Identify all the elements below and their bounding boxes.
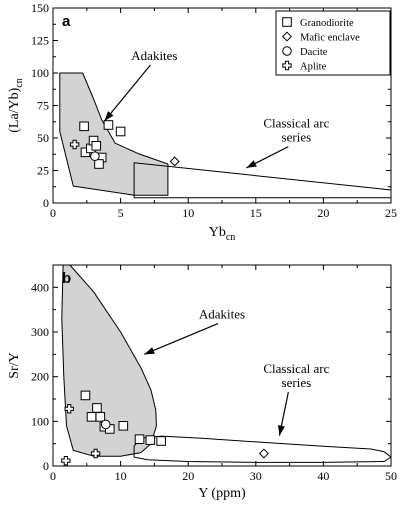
panel-b-ytick-label: 100 (31, 414, 49, 428)
panel-a-ytick-label: 25 (37, 164, 49, 178)
panel-b-point-granodiorite (156, 436, 166, 446)
panel-a-ytick-label: 50 (37, 131, 49, 145)
panel-b-xtick-label: 10 (115, 469, 127, 483)
panel-a-letter: a (62, 13, 71, 30)
legend-granodiorite-label: Granodiorite (300, 18, 354, 29)
panel-a-xlabel-main: Yb (209, 225, 226, 240)
panel-b-point-granodiorite (80, 390, 91, 401)
panel-a-point-mafic-enclave (169, 156, 180, 167)
legend-mafic-enclave-label: Mafic enclave (300, 33, 360, 44)
legend-mafic-enclave-marker (281, 31, 293, 42)
panel-a-xtick-label: 10 (182, 206, 194, 220)
panel-b-point-granodiorite (92, 403, 102, 413)
panel-b-annotation-adakites: Adakites (199, 307, 245, 322)
panel-b-xlabel: Y (ppm) (198, 486, 246, 501)
panel-b-xtick-label: 30 (250, 469, 262, 483)
panel-b-arrow-classical-arc-head (278, 425, 285, 436)
panel-a-point-granodiorite (91, 141, 102, 151)
panel-b-xtick-label: 50 (385, 469, 397, 483)
panel-b-point-dacite (100, 419, 111, 430)
panel-a-point-granodiorite (94, 159, 104, 169)
legend-dacite-label: Dacite (300, 47, 328, 58)
panel-b-point-granodiorite (118, 421, 129, 431)
panel-b-annotation-classical-arc-line: series (282, 375, 312, 390)
panel-a-xtick-label: 15 (250, 206, 262, 220)
panel-b-ytick-label: 400 (31, 280, 49, 294)
panel-b-annotation-classical-arc-line: Classical arc (263, 361, 329, 376)
panel-a-xtick-label: 0 (50, 206, 56, 220)
panel-a-annotation-classical-arc-line: Classical arc (263, 116, 329, 131)
panel-a-arrow-adakites-head (104, 111, 114, 122)
panel-b-field-classical-arc (133, 435, 392, 463)
panel-b-point-aplite (90, 448, 101, 459)
panel-a-annotation-adakites: Adakites (131, 48, 177, 63)
panel-a-ylabel-main: (La/Yb) (7, 87, 22, 132)
panel-a-arrow-classical-arc-head (246, 160, 257, 168)
panel-b-xtick-label: 40 (317, 469, 329, 483)
legend-granodiorite-marker (282, 17, 292, 27)
panel-b-ytick-label: 300 (31, 325, 49, 339)
panel-a-annotation-classical-arc-line: series (282, 130, 312, 145)
panel-a-field-classical-arc (133, 162, 392, 199)
panel-a-legend (275, 10, 391, 76)
legend-aplite-marker (282, 60, 292, 71)
panel-a-xlabel: Ybcn (209, 225, 236, 243)
panel-b-point-granodiorite (95, 412, 106, 422)
panel-b-point-granodiorite (134, 434, 145, 444)
panel-a-point-dacite (90, 151, 100, 161)
panel-a-xtick-label: 20 (317, 206, 329, 220)
panel-a-xtick-label: 25 (385, 206, 397, 220)
panel-b-xtick-label: 0 (50, 469, 56, 483)
panel-a-point-granodiorite (115, 126, 126, 137)
panel-b-xtick-label: 20 (182, 469, 194, 483)
panel-a-xlabel-sub: cn (226, 232, 235, 243)
panel-a-ytick-label: 125 (31, 34, 49, 48)
panel-b-letter: b (62, 270, 71, 287)
panel-b-point-aplite (61, 455, 71, 466)
panel-a-point-granodiorite (79, 121, 89, 132)
panel-a-field-adakites (59, 72, 169, 196)
legend-dacite-marker (282, 46, 292, 56)
legend-aplite-label: Aplite (300, 62, 327, 73)
panel-b-arrow-adakites-line (144, 323, 219, 355)
panel-a-ytick-label: 150 (31, 1, 49, 15)
panel-a-point-aplite (69, 139, 80, 150)
panel-b-ytick-label: 200 (31, 370, 49, 384)
panel-b-point-granodiorite (86, 412, 97, 422)
panel-a-ylabel: (La/Yb)cn (7, 78, 25, 133)
panel-b-point-granodiorite (145, 435, 156, 445)
panel-b-point-mafic-enclave (258, 448, 269, 459)
panel-a-ytick-label: 0 (43, 196, 49, 210)
panel-a-ytick-label: 75 (37, 99, 49, 113)
panel-a-ylabel-sub: cn (14, 78, 25, 87)
panel-b-ytick-label: 0 (43, 459, 49, 473)
panel-a-xtick-label: 5 (118, 206, 124, 220)
panel-b-arrow-adakites-head (144, 347, 155, 355)
panel-a-point-granodiorite (103, 120, 114, 130)
panel-a-arrow-adakites-line (103, 64, 151, 122)
panel-a-ytick-label: 100 (31, 66, 49, 80)
panel-b: 0 10 20 30 40 50 0 100 200 300 400 Y (ppm) Sr/Y b Adak… (7, 264, 397, 501)
panel-b-ylabel: Sr/Y (7, 352, 22, 378)
panel-a: 0 5 10 15 20 250255075100125150Ybcn(La/Yb)cna… (7, 1, 397, 243)
panel-b-point-aplite (64, 404, 74, 414)
